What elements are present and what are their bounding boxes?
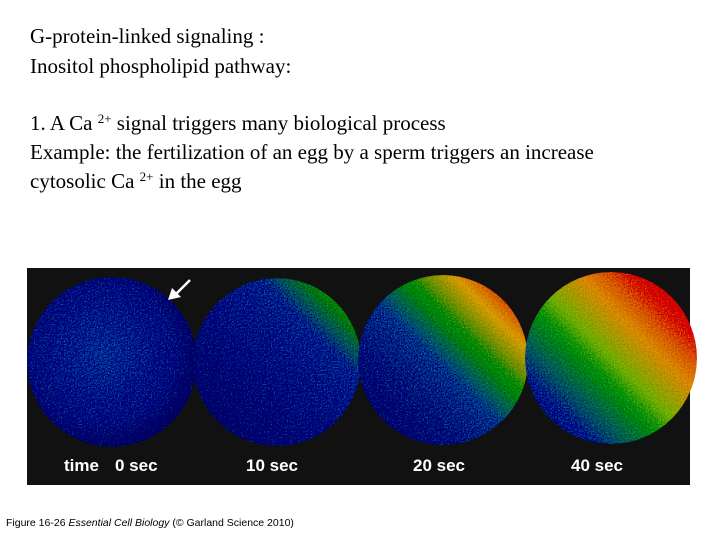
example-line: Example: the fertilization of an egg by … [30,140,594,164]
title-line: G-protein-linked signaling : [30,24,265,48]
arrow [168,279,191,300]
egg-0 [27,277,197,447]
text: signal triggers many biological process [111,111,446,135]
text: in the egg [153,169,242,193]
egg-10 [193,278,361,446]
caption: Figure 16-26 Essential Cell Biology (© G… [6,517,294,529]
example-line: cytosolic Ca 2+ in the egg [30,169,242,193]
superscript: 2+ [97,111,112,126]
caption-book: Essential Cell Biology [68,517,170,529]
text: 1. A Ca [30,111,98,135]
caption-credit: (© Garland Science 2010) [172,517,294,529]
label: 10 sec [246,456,298,475]
label: 20 sec [413,456,465,475]
label: time [64,456,99,475]
text: cytosolic Ca [30,169,140,193]
point: 1. A Ca 2+ signal triggers many biologic… [30,111,446,135]
title-line: Inositol phospholipid pathway: [30,54,292,78]
label: 0 sec [115,456,158,475]
egg-40 [525,272,697,444]
label: 40 sec [571,456,623,475]
egg-20 [358,275,528,445]
caption-figure: Figure 16-26 [6,517,66,529]
superscript: 2+ [139,169,154,184]
